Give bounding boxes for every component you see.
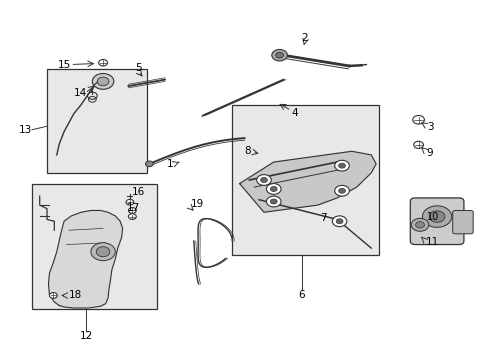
Circle shape: [126, 199, 134, 205]
Text: 2: 2: [301, 33, 307, 43]
Circle shape: [422, 206, 451, 227]
Circle shape: [271, 49, 287, 61]
Text: 14: 14: [74, 88, 87, 98]
Text: 11: 11: [425, 237, 438, 247]
Circle shape: [338, 188, 345, 193]
Bar: [32, 184, 157, 309]
Circle shape: [413, 141, 423, 148]
Circle shape: [266, 196, 281, 207]
Circle shape: [145, 161, 153, 167]
Circle shape: [412, 116, 424, 124]
Text: 1: 1: [166, 159, 173, 169]
Bar: [232, 105, 378, 255]
Circle shape: [92, 73, 114, 89]
Circle shape: [99, 59, 107, 66]
Circle shape: [275, 52, 283, 58]
Polygon shape: [239, 151, 375, 212]
Text: 15: 15: [58, 59, 71, 69]
Text: 9: 9: [426, 148, 432, 158]
Circle shape: [270, 199, 277, 204]
Text: 13: 13: [19, 125, 32, 135]
Text: 12: 12: [79, 331, 92, 341]
FancyBboxPatch shape: [452, 211, 472, 234]
Circle shape: [338, 163, 345, 168]
Text: 7: 7: [320, 213, 326, 222]
Polygon shape: [48, 211, 122, 308]
Circle shape: [331, 216, 346, 226]
Circle shape: [96, 247, 110, 257]
Text: 5: 5: [135, 63, 141, 73]
Circle shape: [97, 77, 109, 86]
Text: 4: 4: [291, 108, 297, 118]
Circle shape: [270, 186, 277, 192]
Circle shape: [335, 219, 342, 224]
Bar: [47, 69, 147, 173]
Text: 10: 10: [426, 212, 438, 222]
Circle shape: [260, 177, 267, 183]
Circle shape: [128, 214, 136, 220]
Text: 16: 16: [131, 187, 144, 197]
Circle shape: [49, 293, 57, 298]
Text: 17: 17: [126, 203, 140, 213]
Text: 19: 19: [190, 199, 203, 210]
Circle shape: [428, 211, 444, 222]
Circle shape: [266, 184, 281, 194]
Text: 3: 3: [426, 122, 432, 132]
Circle shape: [91, 243, 115, 261]
Text: 8: 8: [244, 146, 251, 156]
Circle shape: [128, 208, 136, 213]
Circle shape: [334, 185, 348, 196]
Circle shape: [415, 222, 424, 228]
Text: 18: 18: [69, 291, 82, 301]
Circle shape: [256, 175, 271, 185]
Circle shape: [410, 219, 428, 231]
Circle shape: [334, 160, 348, 171]
FancyBboxPatch shape: [409, 198, 463, 244]
Text: 6: 6: [298, 291, 305, 301]
